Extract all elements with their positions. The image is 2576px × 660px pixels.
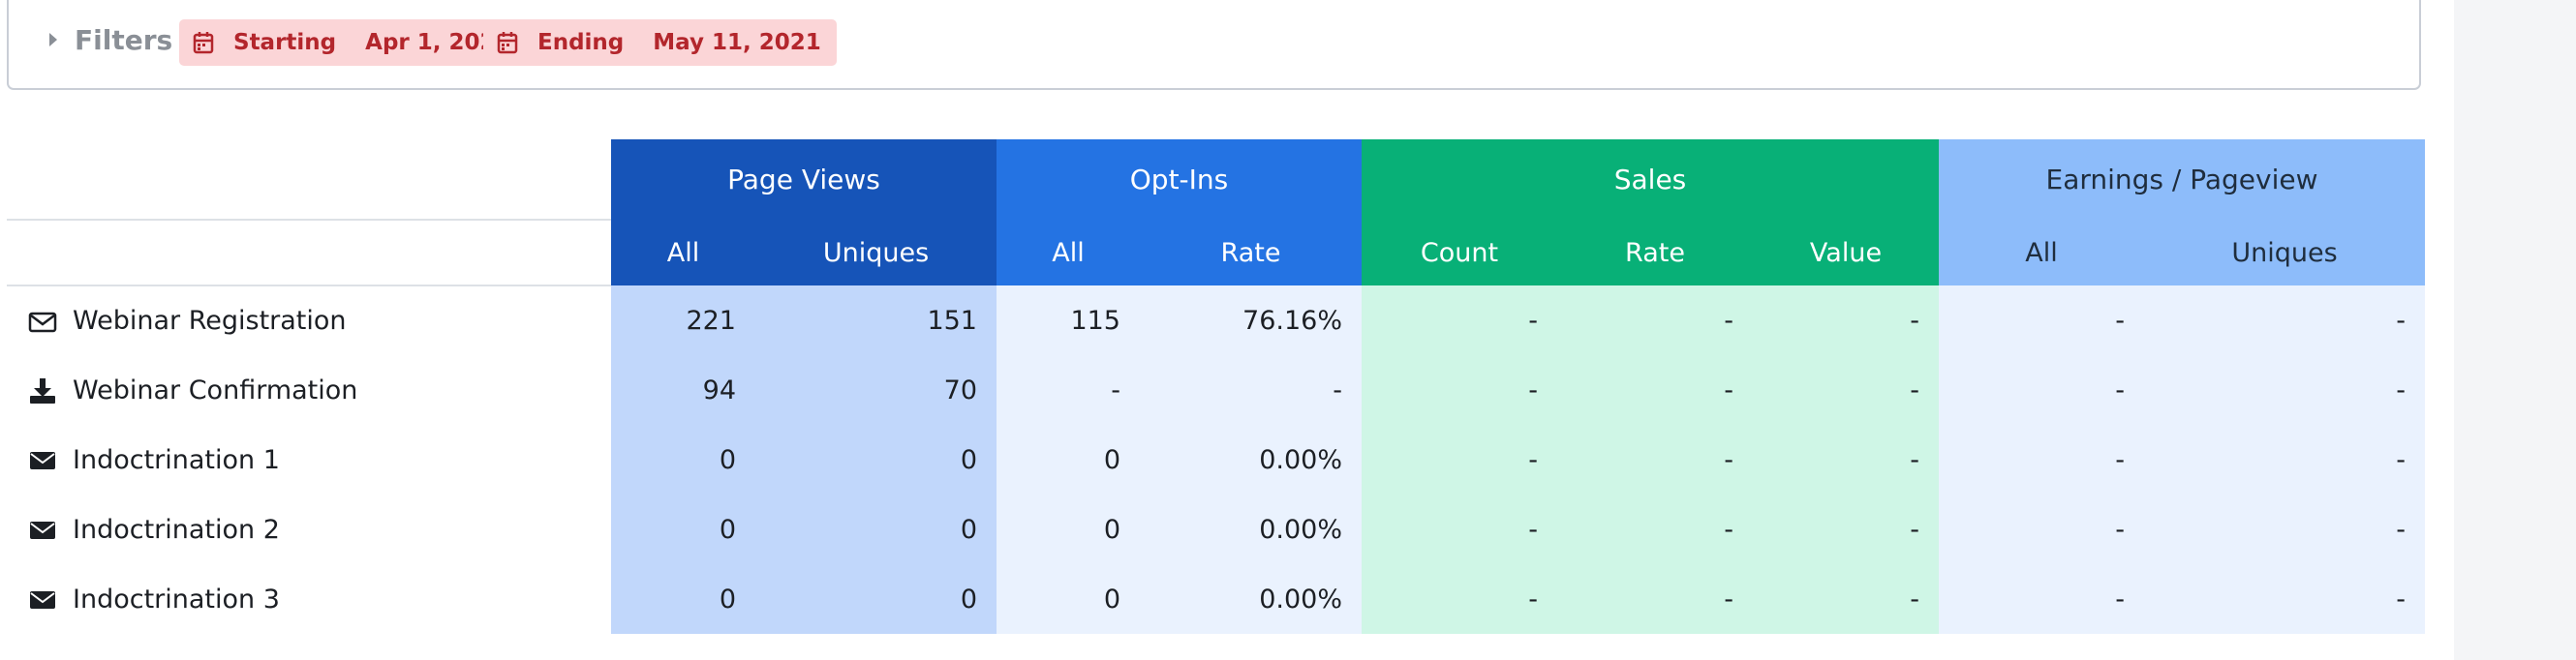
cell: - xyxy=(2144,425,2425,495)
cell: - xyxy=(1753,495,1939,564)
cell: - xyxy=(2144,495,2425,564)
row-name: Webinar Registration xyxy=(73,306,347,336)
cell: - xyxy=(1753,285,1939,355)
corner xyxy=(7,220,611,286)
filter-label: Filters xyxy=(75,23,173,56)
cell: - xyxy=(1362,495,1557,564)
column-header: All xyxy=(611,220,755,285)
cell: 0.00% xyxy=(1140,564,1362,634)
column-header: All xyxy=(1939,220,2144,285)
table-row: Webinar Confirmation 94 70- - - - - - - xyxy=(7,355,2425,425)
cell: - xyxy=(1753,564,1939,634)
cell: 0 xyxy=(997,425,1140,495)
cell: 76.16% xyxy=(1140,285,1362,355)
cell: - xyxy=(1557,564,1753,634)
cell: 221 xyxy=(611,285,755,355)
cell: - xyxy=(1140,355,1362,425)
envelope-icon xyxy=(30,591,55,609)
row-label: Indoctrination 1 xyxy=(7,425,611,495)
cell: 0 xyxy=(611,495,755,564)
badge-label: Ending xyxy=(537,30,625,55)
badge-label: Starting xyxy=(233,30,337,55)
group-header: Page Views xyxy=(611,139,997,220)
cell: - xyxy=(2144,355,2425,425)
column-header: Uniques xyxy=(2144,220,2425,285)
column-header: Count xyxy=(1362,220,1557,285)
calendar-icon xyxy=(497,32,518,54)
stats-table: Page Views Opt-Ins Sales Earnings / Pagevie… xyxy=(7,139,2425,634)
table-row: Webinar Registration 221 151 115 76.16% - - - - - xyxy=(7,285,2425,355)
row-label: Indoctrination 3 xyxy=(7,564,611,634)
cell: 0 xyxy=(755,425,997,495)
cell: - xyxy=(1557,355,1753,425)
row-label: Indoctrination 2 xyxy=(7,495,611,564)
envelope-icon xyxy=(30,452,55,469)
cell: - xyxy=(1362,564,1557,634)
cell: - xyxy=(1939,355,2144,425)
caret-icon xyxy=(49,33,57,46)
group-header: Opt-Ins xyxy=(997,139,1362,220)
group-header: Sales xyxy=(1362,139,1939,220)
cell: - xyxy=(1557,425,1753,495)
cell: - xyxy=(1362,355,1557,425)
cell: 151 xyxy=(755,285,997,355)
cell: - xyxy=(1362,285,1557,355)
envelope-icon xyxy=(28,312,57,332)
envelope-icon xyxy=(30,522,55,539)
column-header: Rate xyxy=(1557,220,1753,285)
column-header: All xyxy=(997,220,1140,285)
row-label: Webinar Confirmation xyxy=(7,355,611,425)
cell: 0 xyxy=(611,425,755,495)
cell: 0 xyxy=(611,564,755,634)
cell: - xyxy=(997,355,1140,425)
corner xyxy=(7,139,611,221)
filter-toggle[interactable]: Filters xyxy=(47,15,172,64)
cell: 0 xyxy=(755,495,997,564)
group-header: Earnings / Pageview xyxy=(1939,139,2425,220)
cell: 115 xyxy=(997,285,1140,355)
cell: - xyxy=(1557,285,1753,355)
cell: 0 xyxy=(997,564,1140,634)
download-icon xyxy=(30,378,55,404)
cell: 70 xyxy=(755,355,997,425)
row-name: Indoctrination 2 xyxy=(73,514,280,545)
row-label: Webinar Registration xyxy=(7,285,611,355)
column-header: Uniques xyxy=(755,220,997,285)
cell: - xyxy=(1362,425,1557,495)
cell: - xyxy=(1557,495,1753,564)
cell: - xyxy=(1939,425,2144,495)
cell: - xyxy=(1753,355,1939,425)
calendar-icon xyxy=(193,32,214,54)
badge-value: May 11, 2021 xyxy=(653,30,821,55)
cell: - xyxy=(1939,564,2144,634)
cell: 0.00% xyxy=(1140,495,1362,564)
table-row: Indoctrination 2 0 0 0 0.00% - - - - - xyxy=(7,495,2425,564)
column-header: Rate xyxy=(1140,220,1362,285)
filter-bar: Filters Starting Apr 1, 2021 Ending May 11,… xyxy=(7,0,2421,90)
table-row: Indoctrination 3 0 0 0 0.00% - - - - - xyxy=(7,564,2425,634)
cell: - xyxy=(1939,285,2144,355)
cell: 0.00% xyxy=(1140,425,1362,495)
row-name: Indoctrination 3 xyxy=(73,584,280,615)
cell: 94 xyxy=(611,355,755,425)
cell: 0 xyxy=(755,564,997,634)
column-header: Value xyxy=(1753,220,1939,285)
date-badge[interactable]: Starting Apr 1, 2021 xyxy=(179,19,527,66)
cell: 0 xyxy=(997,495,1140,564)
cell: - xyxy=(2144,285,2425,355)
cell: - xyxy=(1939,495,2144,564)
table-row: Indoctrination 1 0 0 0 0.00% - - - - - xyxy=(7,425,2425,495)
cell: - xyxy=(1753,425,1939,495)
cell: - xyxy=(2144,564,2425,634)
row-name: Indoctrination 1 xyxy=(73,444,280,475)
side-panel xyxy=(2454,0,2576,660)
row-name: Webinar Confirmation xyxy=(73,375,358,405)
date-badge[interactable]: Ending May 11, 2021 xyxy=(483,19,837,66)
